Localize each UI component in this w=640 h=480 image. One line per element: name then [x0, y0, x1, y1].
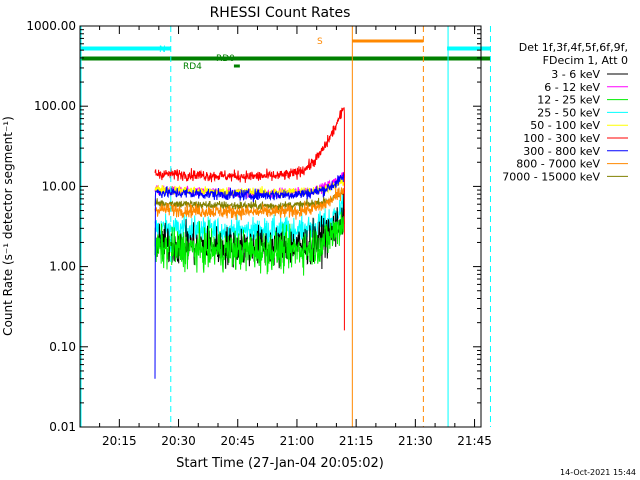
legend-entry-label: 300 - 800 keV — [523, 145, 600, 158]
x-tick-label: 21:45 — [457, 434, 492, 448]
y-tick-label: 10.00 — [42, 179, 76, 193]
series-layer — [154, 107, 345, 379]
legend: Det 1f,3f,4f,5f,6f,9f,FDecim 1, Att 03 -… — [502, 41, 628, 183]
x-axis: 20:15 20:30 20:45 21:00 21:15 21:30 21:45 — [99, 26, 492, 448]
legend-entry-label: 25 - 50 keV — [537, 106, 600, 119]
x-tick-label: 21:15 — [339, 434, 374, 448]
legend-entry-label: 50 - 100 keV — [530, 119, 600, 132]
night-flag-label: N — [159, 45, 166, 55]
legend-entry-label: 3 - 6 keV — [551, 68, 600, 81]
legend-entry-label: 6 - 12 keV — [544, 81, 600, 94]
y-tick-label: 1.00 — [49, 260, 76, 274]
y-tick-label: 0.01 — [49, 420, 76, 434]
series-line-2 — [154, 211, 345, 276]
plot-frame — [79, 25, 482, 428]
legend-entry-label: 800 - 7000 keV — [516, 158, 600, 171]
x-axis-label: Start Time (27-Jan-04 20:05:02) — [176, 456, 384, 471]
saa-flag-label: S — [317, 37, 323, 47]
rd0-flag-label: RD0 — [216, 54, 235, 64]
y-tick-label: 0.10 — [49, 340, 76, 354]
legend-header-line: Det 1f,3f,4f,5f,6f,9f, — [519, 41, 628, 54]
x-tick-label: 20:30 — [161, 434, 196, 448]
y-tick-label: 1000.00 — [26, 19, 76, 33]
timestamp: 14-Oct-2021 15:44 — [560, 468, 636, 477]
x-tick-label: 21:00 — [280, 434, 315, 448]
x-tick-label: 20:45 — [220, 434, 255, 448]
series-line-5 — [154, 107, 345, 331]
series-line-6 — [154, 172, 345, 379]
x-tick-label: 20:15 — [102, 434, 137, 448]
chart-title: RHESSI Count Rates — [210, 5, 351, 21]
legend-entry-label: 100 - 300 keV — [523, 132, 600, 145]
x-tick-label: 21:30 — [398, 434, 433, 448]
y-axis-label: Count Rate (s⁻¹ detector segment⁻¹) — [1, 116, 15, 336]
rd4-flag-label: RD4 — [183, 62, 202, 72]
legend-header-line: FDecim 1, Att 0 — [543, 54, 628, 67]
y-tick-label: 100.00 — [34, 99, 76, 113]
vertical-marker-lines — [80, 26, 491, 427]
legend-entry-label: 12 - 25 keV — [537, 94, 600, 107]
flag-layer: N S RD0 RD4 — [80, 37, 491, 72]
series-line-7 — [154, 187, 345, 221]
legend-entry-label: 7000 - 15000 keV — [502, 170, 600, 183]
